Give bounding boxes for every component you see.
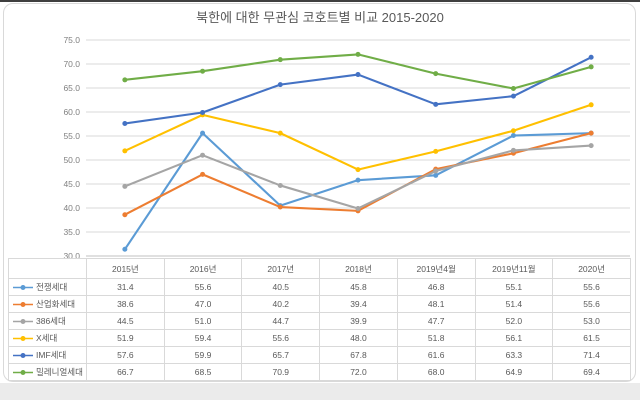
column-header: 2020년 <box>552 258 631 279</box>
legend-key-cell: 산업화세대 <box>8 295 87 313</box>
column-header: 2019년11월 <box>474 258 554 279</box>
value-cell: 59.9 <box>163 346 243 364</box>
value-cell: 71.4 <box>552 346 631 364</box>
table-row: 밀레니얼세대 66.7 68.5 70.9 72.0 68.0 64.9 69.4 <box>8 363 631 381</box>
value-cell: 51.4 <box>474 295 554 313</box>
series-marker-icon <box>13 369 33 375</box>
value-cell: 51.9 <box>86 329 165 347</box>
value-cell: 61.6 <box>396 346 476 364</box>
value-cell: 55.6 <box>552 278 631 296</box>
value-cell: 47.7 <box>396 312 476 330</box>
series-name: 전쟁세대 <box>36 282 68 292</box>
series-name: 밀레니얼세대 <box>36 367 83 377</box>
value-cell: 63.3 <box>474 346 554 364</box>
value-cell: 68.0 <box>396 363 476 381</box>
series-name: IMF세대 <box>36 350 67 360</box>
value-cell: 53.0 <box>552 312 631 330</box>
legend-key-cell: 386세대 <box>8 312 87 330</box>
series-name: 산업화세대 <box>36 299 76 309</box>
value-cell: 65.7 <box>241 346 321 364</box>
value-cell: 66.7 <box>86 363 165 381</box>
table-body: 전쟁세대 31.4 55.6 40.5 45.8 46.8 55.1 55.6 산업화세대 38.… <box>8 278 631 381</box>
value-cell: 48.0 <box>319 329 398 347</box>
value-cell: 45.8 <box>319 278 398 296</box>
table-row: IMF세대 57.6 59.9 65.7 67.8 61.6 63.3 71.4 <box>8 346 631 364</box>
legend-key-cell: 전쟁세대 <box>8 278 87 296</box>
series-name: X세대 <box>36 333 58 343</box>
value-cell: 47.0 <box>163 295 243 313</box>
value-cell: 39.4 <box>319 295 398 313</box>
column-header: 2015년 <box>86 258 165 279</box>
value-cell: 46.8 <box>396 278 476 296</box>
series-marker-icon <box>13 318 33 324</box>
window-bottom-strip <box>0 383 640 400</box>
value-cell: 57.6 <box>86 346 165 364</box>
column-header: 2018년 <box>319 258 398 279</box>
value-cell: 48.1 <box>396 295 476 313</box>
value-cell: 56.1 <box>474 329 554 347</box>
series-marker-icon <box>13 284 33 290</box>
table-head: 2015년 2016년 2017년 2018년 2019년4월 2019년11월 2020년 <box>8 258 631 279</box>
series-marker-icon <box>13 301 33 307</box>
window-top-edge <box>0 0 640 2</box>
legend-key-cell: X세대 <box>8 329 87 347</box>
value-cell: 51.0 <box>163 312 243 330</box>
value-cell: 39.9 <box>319 312 398 330</box>
value-cell: 69.4 <box>552 363 631 381</box>
value-cell: 51.8 <box>396 329 476 347</box>
value-cell: 70.9 <box>241 363 321 381</box>
value-cell: 59.4 <box>163 329 243 347</box>
value-cell: 61.5 <box>552 329 631 347</box>
table-header-row: 2015년 2016년 2017년 2018년 2019년4월 2019년11월 2020년 <box>8 258 631 279</box>
column-header: 2017년 <box>241 258 321 279</box>
table-corner-cell <box>8 258 87 279</box>
table-row: 산업화세대 38.6 47.0 40.2 39.4 48.1 51.4 55.6 <box>8 295 631 313</box>
table-row: X세대 51.9 59.4 55.6 48.0 51.8 56.1 61.5 <box>8 329 631 347</box>
value-cell: 52.0 <box>474 312 554 330</box>
value-cell: 67.8 <box>319 346 398 364</box>
value-cell: 31.4 <box>86 278 165 296</box>
table-row: 386세대 44.5 51.0 44.7 39.9 47.7 52.0 53.0 <box>8 312 631 330</box>
value-cell: 55.6 <box>163 278 243 296</box>
value-cell: 55.6 <box>552 295 631 313</box>
series-name: 386세대 <box>36 316 66 326</box>
value-cell: 44.7 <box>241 312 321 330</box>
series-marker-icon <box>13 335 33 341</box>
value-cell: 44.5 <box>86 312 165 330</box>
chart-title: 북한에 대한 무관심 코호트별 비교 2015-2020 <box>196 10 444 25</box>
value-cell: 72.0 <box>319 363 398 381</box>
value-cell: 64.9 <box>474 363 554 381</box>
table-row: 전쟁세대 31.4 55.6 40.5 45.8 46.8 55.1 55.6 <box>8 278 631 296</box>
series-marker-icon <box>13 352 33 358</box>
data-table: 2015년 2016년 2017년 2018년 2019년4월 2019년11월 2020년… <box>8 258 631 381</box>
column-header: 2019년4월 <box>396 258 476 279</box>
legend-key-cell: IMF세대 <box>8 346 87 364</box>
value-cell: 38.6 <box>86 295 165 313</box>
legend-key-cell: 밀레니얼세대 <box>8 363 87 381</box>
value-cell: 68.5 <box>163 363 243 381</box>
column-header: 2016년 <box>163 258 243 279</box>
value-cell: 55.6 <box>241 329 321 347</box>
value-cell: 55.1 <box>474 278 554 296</box>
value-cell: 40.5 <box>241 278 321 296</box>
value-cell: 40.2 <box>241 295 321 313</box>
